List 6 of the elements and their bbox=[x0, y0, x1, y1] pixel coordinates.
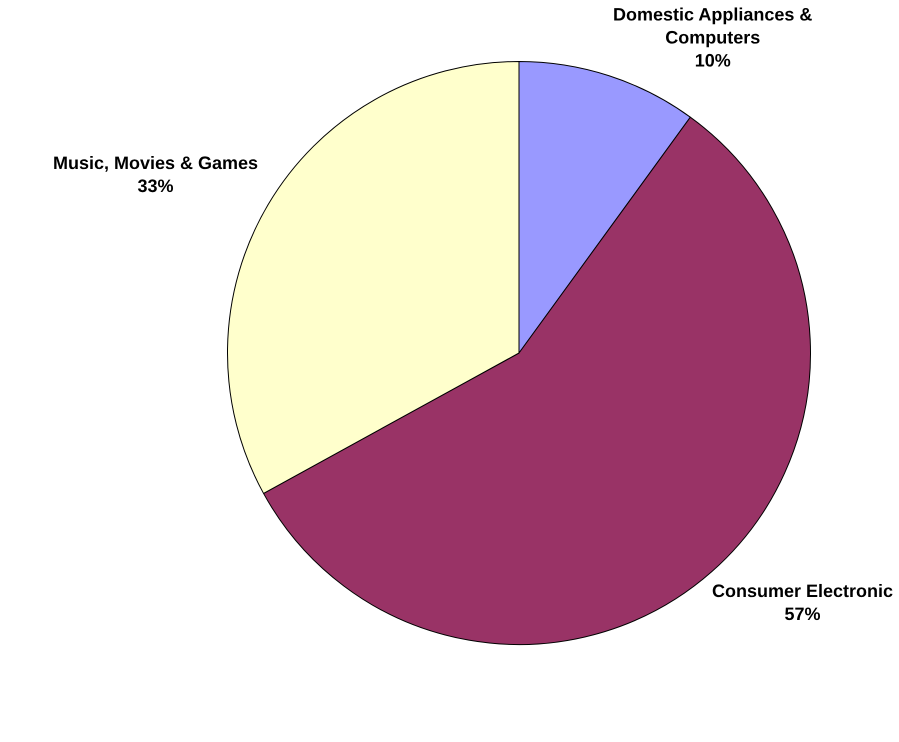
slice-label: Music, Movies & Games bbox=[52, 153, 258, 174]
slice-label: Consumer Electronic bbox=[712, 580, 893, 601]
data-label: 33% bbox=[138, 176, 174, 196]
data-label: 10% bbox=[694, 50, 731, 70]
data-label: 57% bbox=[784, 604, 820, 624]
slice-label: Domestic Appliances & Computers bbox=[613, 4, 812, 48]
